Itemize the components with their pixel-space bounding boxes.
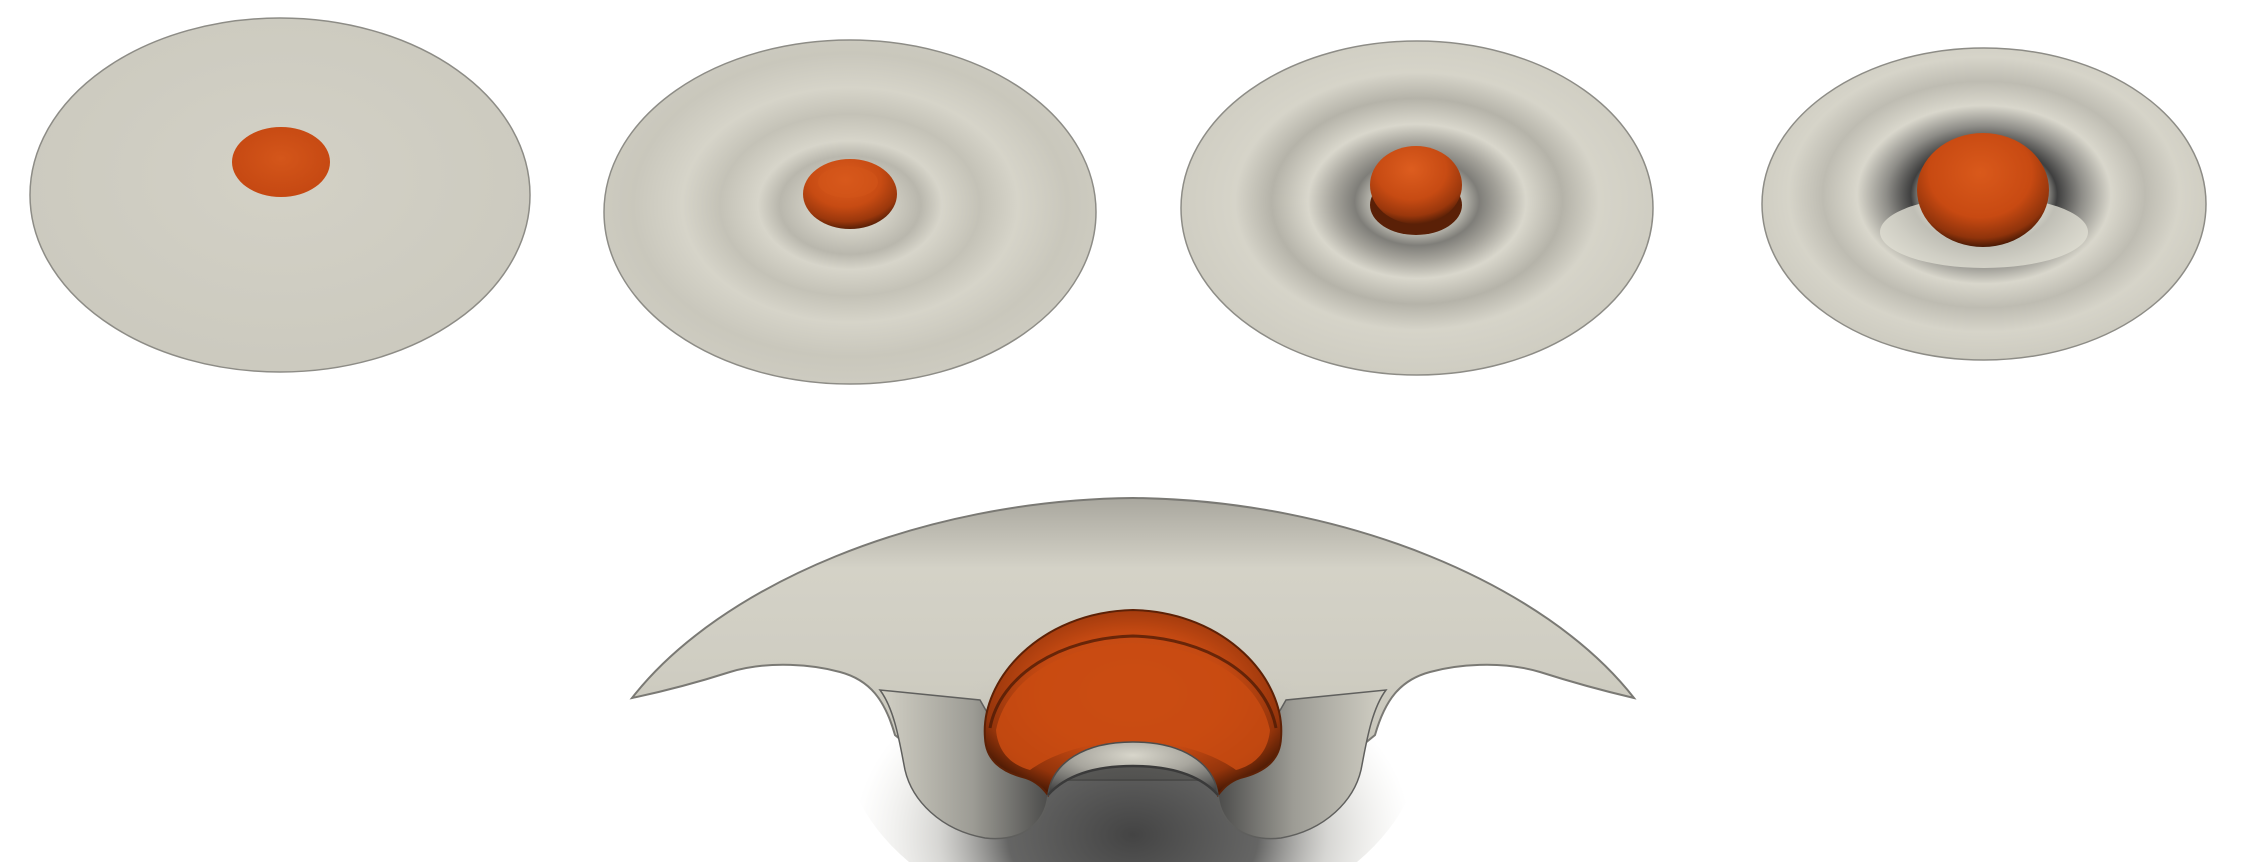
panel-5 [629,496,1637,862]
inclusion-sphere [1917,133,2049,247]
panel-4 [1761,47,2207,361]
panel-2 [603,39,1097,385]
inclusion-disc [232,127,330,197]
panel-3 [1180,40,1654,376]
inclusion-highlight [818,166,878,198]
inclusion-cup-inner [996,643,1270,770]
inclusion-dome [1370,146,1462,224]
panel-1 [29,17,531,373]
inclusion-cup-inner-rim [988,634,1278,729]
membrane-inner-hole-back [1047,764,1219,796]
